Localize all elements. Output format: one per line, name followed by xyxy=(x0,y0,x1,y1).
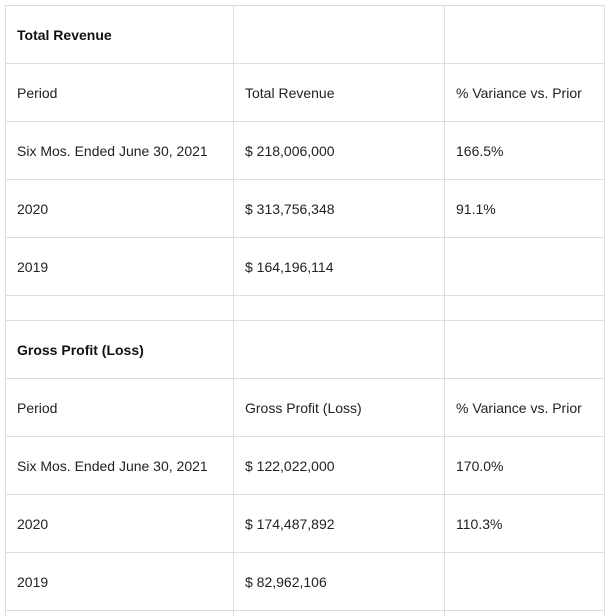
variance-cell: 110.3% xyxy=(444,494,605,553)
gross-profit-section-title-row: Gross Profit (Loss) xyxy=(5,320,605,379)
table-row: Six Mos. Ended June 30, 2021 $ 122,022,0… xyxy=(5,436,605,495)
variance-cell xyxy=(444,237,605,296)
gross-profit-header-row: Period Gross Profit (Loss) % Variance vs… xyxy=(5,378,605,437)
empty-cell xyxy=(233,295,445,321)
revenue-cell: $ 218,006,000 xyxy=(233,121,445,180)
period-cell: 2019 xyxy=(5,552,234,611)
column-header-variance: % Variance vs. Prior xyxy=(444,378,605,437)
empty-cell xyxy=(233,320,445,379)
gross-profit-cell: $ 82,962,106 xyxy=(233,552,445,611)
column-header-period: Period xyxy=(5,63,234,122)
column-header-variance: % Variance vs. Prior xyxy=(444,63,605,122)
empty-cell xyxy=(233,5,445,64)
table-row: 2020 $ 313,756,348 91.1% xyxy=(5,179,605,238)
period-cell: 2020 xyxy=(5,179,234,238)
empty-cell xyxy=(5,295,234,321)
column-header-total-revenue: Total Revenue xyxy=(233,63,445,122)
period-cell: 2019 xyxy=(5,237,234,296)
gross-profit-cell: $ 122,022,000 xyxy=(233,436,445,495)
revenue-header-row: Period Total Revenue % Variance vs. Prio… xyxy=(5,63,605,122)
column-header-gross-profit: Gross Profit (Loss) xyxy=(233,378,445,437)
period-cell: Six Mos. Ended June 30, 2021 xyxy=(5,436,234,495)
empty-cell xyxy=(444,610,605,616)
table-row: 2019 $ 164,196,114 xyxy=(5,237,605,296)
table-row: 2019 $ 82,962,106 xyxy=(5,552,605,611)
revenue-section-title-row: Total Revenue xyxy=(5,5,605,64)
gross-profit-cell: $ 174,487,892 xyxy=(233,494,445,553)
variance-cell: 166.5% xyxy=(444,121,605,180)
revenue-cell: $ 164,196,114 xyxy=(233,237,445,296)
gross-profit-section-title: Gross Profit (Loss) xyxy=(5,320,234,379)
column-header-period: Period xyxy=(5,378,234,437)
period-cell: 2020 xyxy=(5,494,234,553)
variance-cell: 170.0% xyxy=(444,436,605,495)
empty-cell xyxy=(444,5,605,64)
table-row: 2020 $ 174,487,892 110.3% xyxy=(5,494,605,553)
spacer-row xyxy=(5,610,605,616)
variance-cell: 91.1% xyxy=(444,179,605,238)
revenue-cell: $ 313,756,348 xyxy=(233,179,445,238)
empty-cell xyxy=(5,610,234,616)
period-cell: Six Mos. Ended June 30, 2021 xyxy=(5,121,234,180)
variance-cell xyxy=(444,552,605,611)
empty-cell xyxy=(444,320,605,379)
revenue-section-title: Total Revenue xyxy=(5,5,234,64)
empty-cell xyxy=(444,295,605,321)
spacer-row xyxy=(5,295,605,321)
financial-table: Total Revenue Period Total Revenue % Var… xyxy=(5,5,605,616)
empty-cell xyxy=(233,610,445,616)
table-row: Six Mos. Ended June 30, 2021 $ 218,006,0… xyxy=(5,121,605,180)
